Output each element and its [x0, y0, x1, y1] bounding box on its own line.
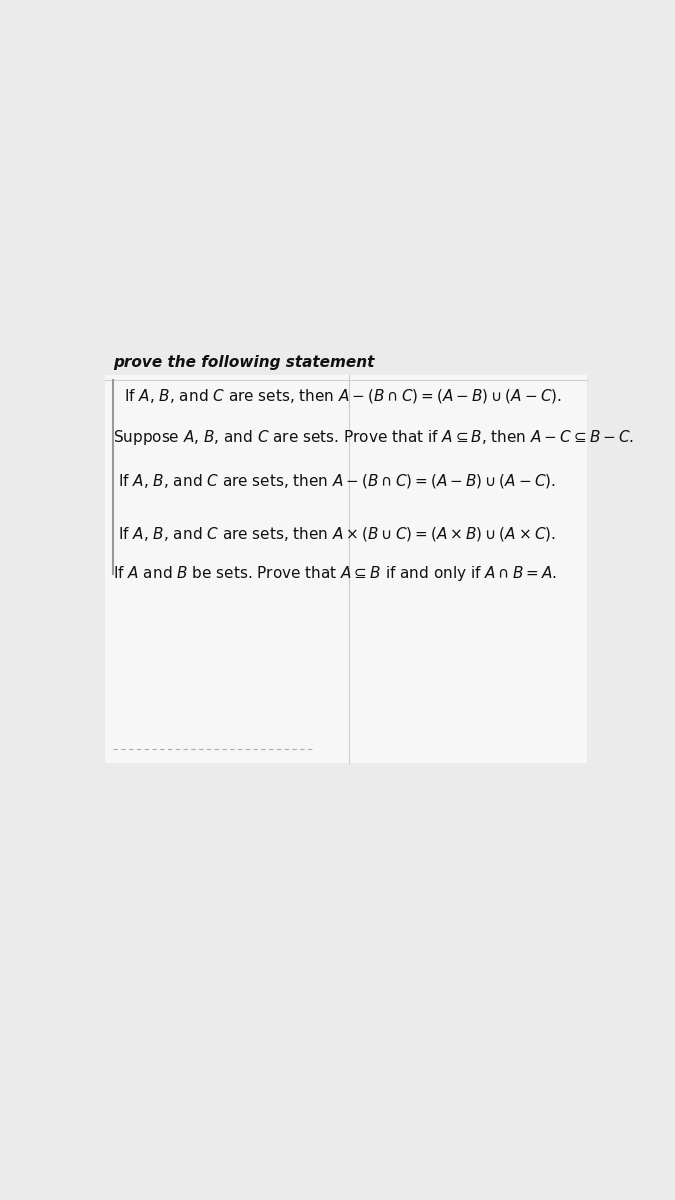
Text: If $A$, $B$, and $C$ are sets, then $A-(B\cap C)=(A-B)\cup(A-C)$.: If $A$, $B$, and $C$ are sets, then $A-(… [124, 386, 562, 404]
Text: If $A$, $B$, and $C$ are sets, then $A\times(B\cup C)=(A\times B)\cup(A\times C): If $A$, $B$, and $C$ are sets, then $A\t… [118, 526, 556, 544]
Text: If $A$ and $B$ be sets. Prove that $A\subseteq B$ if and only if $A\cap B=A$.: If $A$ and $B$ be sets. Prove that $A\su… [113, 564, 557, 583]
FancyBboxPatch shape [105, 374, 587, 763]
Text: prove the following statement: prove the following statement [113, 355, 375, 371]
Text: Suppose $A$, $B$, and $C$ are sets. Prove that if $A\subseteq B$, then $A-C\subs: Suppose $A$, $B$, and $C$ are sets. Prov… [113, 428, 634, 448]
Text: If $A$, $B$, and $C$ are sets, then $A-(B\cap C)=(A-B)\cup(A-C)$.: If $A$, $B$, and $C$ are sets, then $A-(… [118, 473, 556, 491]
